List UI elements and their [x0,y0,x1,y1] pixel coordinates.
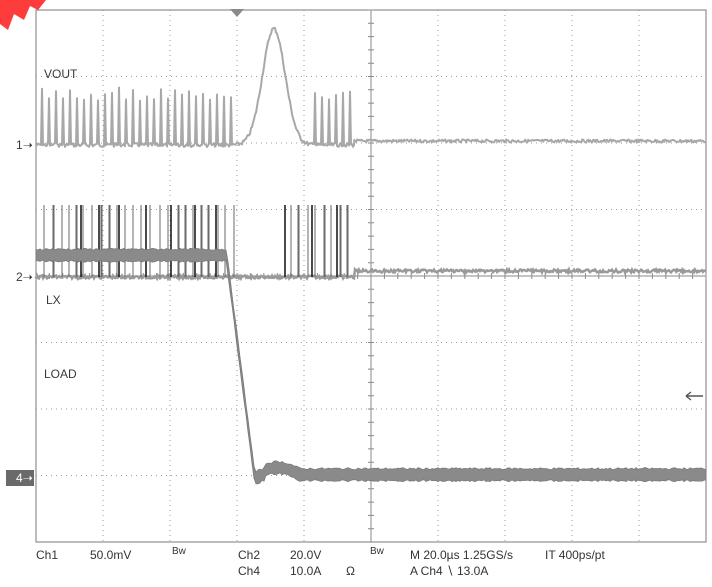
channel-2-marker: 2➝ [16,270,33,284]
trace-label-load: LOAD [44,367,77,381]
lx-dense-pulses [80,205,338,277]
load-current-trace [35,247,707,485]
trigger-level-arrow [685,391,703,401]
waveform-traces [34,26,707,485]
ch2-bandwidth-limit: Bw [370,546,384,557]
ch4-name: Ch4 [238,564,261,578]
ch4-scale: 10.0A [290,564,322,578]
ch4-impedance: Ω [346,564,355,578]
vout-trace [35,26,706,148]
ch2-scale: 20.0V [290,548,322,562]
ch1-scale: 50.0mV [90,548,132,562]
lx-baseline [34,266,707,282]
ch1-bandwidth-limit: Bw [172,546,186,557]
timebase-readout: M 20.0µs 1.25GS/s [410,548,513,562]
record-interval-readout: IT 400ps/pt [545,548,605,562]
trigger-position-marker [230,9,244,17]
ch1-name: Ch1 [36,548,59,562]
channel-4-marker: 4➝ [6,470,34,486]
channel-1-marker: 1➝ [16,138,33,152]
trace-label-lx: LX [46,293,61,307]
lx-switching-pulses [43,205,349,277]
trigger-readout: A Ch4 ∖ 13.0A [410,564,489,578]
ch2-name: Ch2 [238,548,261,562]
trace-label-vout: VOUT [44,67,78,81]
watermark-logo [0,0,46,30]
